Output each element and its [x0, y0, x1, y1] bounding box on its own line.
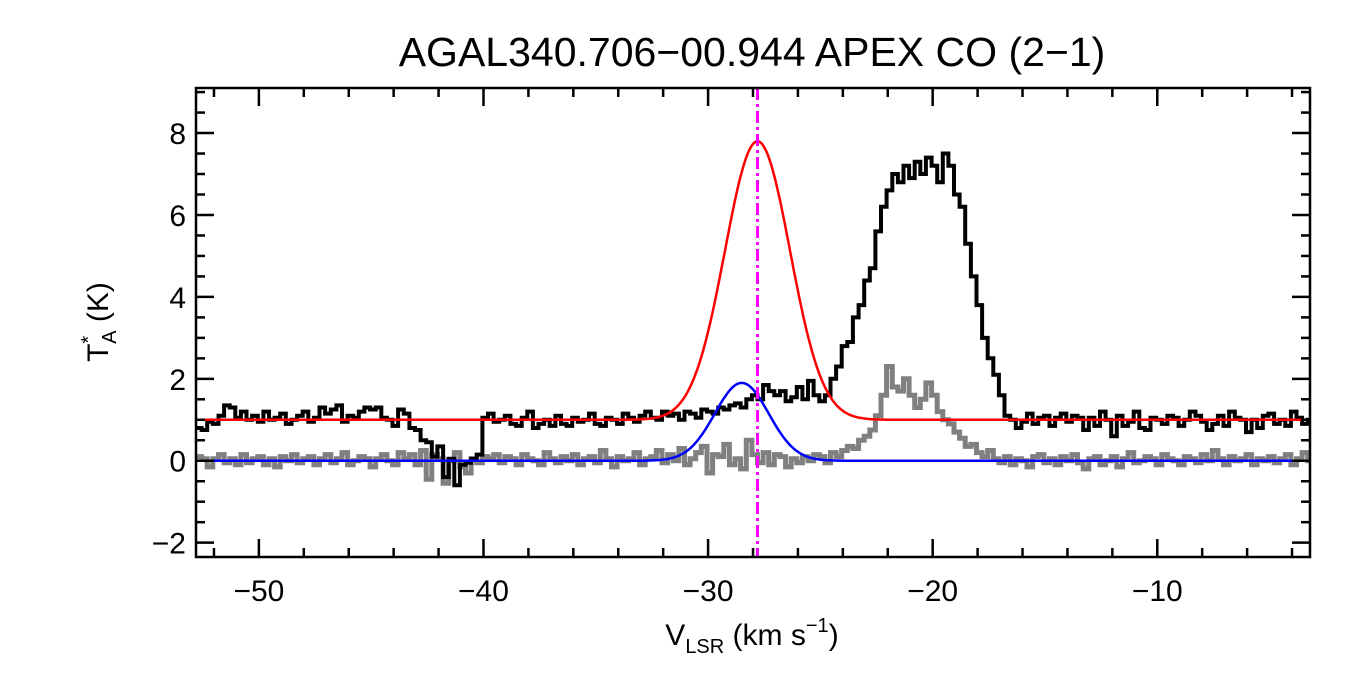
y-tick-label: 8: [169, 118, 186, 151]
residual-spectrum-line: [196, 364, 1310, 486]
red-gaussian-fit-line: [196, 140, 1310, 422]
observed-spectrum-line: [196, 151, 1310, 488]
x-axis-label: VLSR (km s−1): [665, 615, 838, 658]
x-axis-label-close: ): [829, 619, 839, 652]
y-axis-label-sub: A: [99, 330, 121, 344]
blue-gaussian-fit-line: [196, 381, 1310, 462]
x-tick-label: −20: [907, 575, 958, 608]
x-tick-label: −10: [1132, 575, 1183, 608]
x-tick-label: −40: [458, 575, 509, 608]
y-tick-label: 4: [169, 282, 186, 315]
axis-ticks: [196, 88, 1310, 557]
y-tick-label: 6: [169, 200, 186, 233]
y-axis-label-unit: (K): [82, 282, 115, 330]
chart-title: AGAL340.706−00.944 APEX CO (2−1): [399, 29, 1106, 75]
x-axis-label-sub: LSR: [685, 636, 724, 658]
y-tick-label: −2: [152, 528, 186, 561]
x-axis-label-main: V: [665, 619, 685, 652]
x-axis-label-unit: (km s: [724, 619, 806, 652]
x-axis-label-sup: −1: [806, 615, 829, 637]
y-axis-label-main: T: [82, 344, 115, 362]
x-tick-label: −50: [233, 575, 284, 608]
y-axis-label: T*A (K): [78, 282, 121, 362]
y-tick-label: 0: [169, 446, 186, 479]
plot-frame: [194, 86, 1312, 559]
y-axis-label-sup: *: [78, 336, 100, 344]
plot-area: [196, 88, 1310, 557]
x-tick-label: −30: [683, 575, 734, 608]
y-tick-label: 2: [169, 364, 186, 397]
